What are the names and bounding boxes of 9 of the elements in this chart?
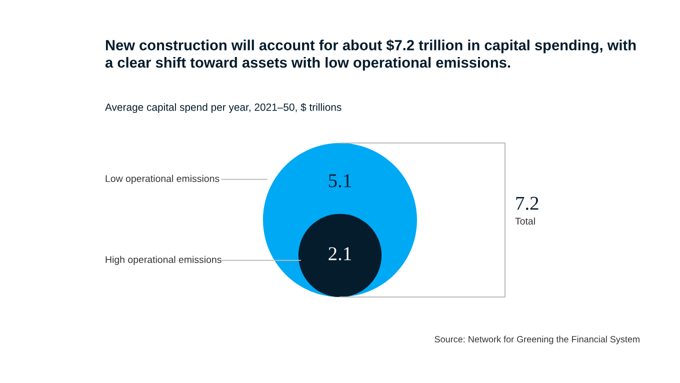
- data-label: 5.1: [328, 174, 351, 188]
- category-label: High operational emissions: [106, 256, 222, 265]
- text: New construction will account for about $7.2 trillion in capital spending, with a clear shift toward assets with low operational emissions.: [105, 39, 636, 71]
- data-label: 2.1: [328, 247, 351, 260]
- text: Total: [515, 217, 535, 225]
- text: 7.2: [516, 196, 538, 210]
- text: Average capital spend per year, 2021–50, $ trillions: [105, 103, 342, 113]
- category-label: Low operational emissions: [106, 174, 220, 184]
- source-note: Source: Network for Greening the Financial System: [434, 336, 640, 344]
